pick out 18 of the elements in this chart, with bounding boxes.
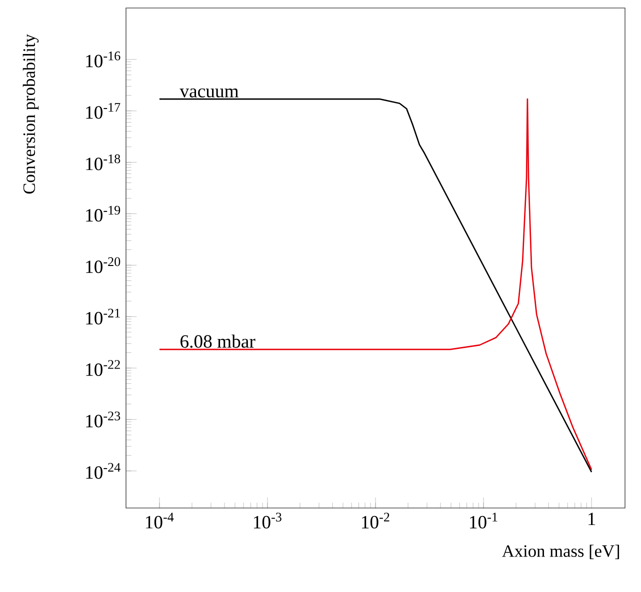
y-tick-label: 10$^{-21}$ <box>86 308 120 325</box>
x-tick-label: 1 <box>588 512 596 526</box>
y-tick-label: 10$^{-19}$ <box>86 206 120 222</box>
y-tick-label: 10$^{-23}$ <box>86 412 120 428</box>
x-tick-label: 10$^{-4}$ <box>146 512 174 528</box>
y-tick-label: 10$^{-16}$ <box>86 52 120 68</box>
y-tick-label: 10$^{-24}$ <box>86 463 120 479</box>
y-tick-label: 10$^{-20}$ <box>86 257 120 274</box>
y-tick-label: 10$^{-22}$ <box>86 360 120 376</box>
x-tick-label: 10$^{-2}$ <box>362 512 390 529</box>
x-axis-title: Axion mass [eV] <box>502 544 620 560</box>
y-tick-label: 10$^{-17}$ <box>86 102 120 119</box>
x-tick-label: 10$^{-1}$ <box>470 512 498 529</box>
series-label: vacuum <box>180 88 239 98</box>
y-tick-label: 10$^{-18}$ <box>86 154 120 170</box>
y-axis-title: Conversion probability <box>22 34 39 194</box>
series-label: 6.08 mbar <box>180 334 256 348</box>
x-tick-label: 10$^{-3}$ <box>254 512 282 529</box>
